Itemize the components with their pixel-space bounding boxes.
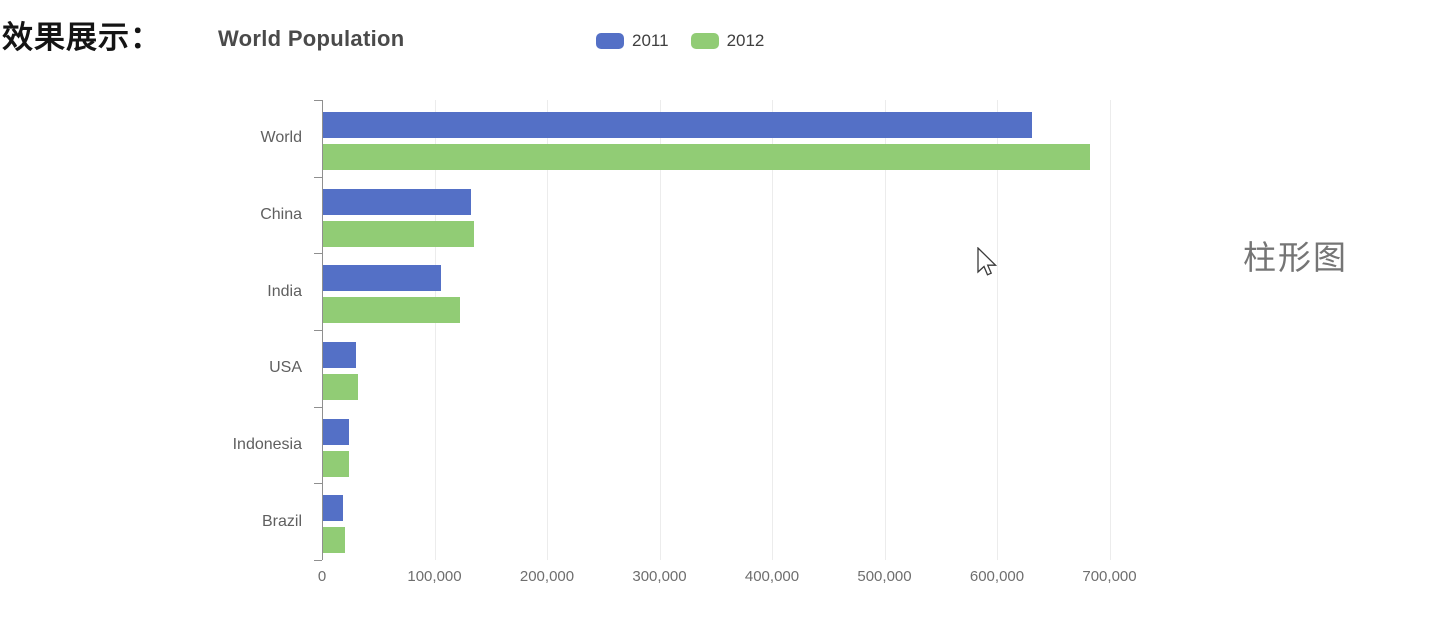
x-tick-label: 400,000 [744, 568, 800, 585]
x-axis-labels: 0 100,000 200,000 300,000 400,000 500,000 600,… [318, 568, 1182, 592]
y-axis-tick [314, 100, 322, 101]
gridline [1109, 100, 1111, 560]
x-tick-label: 600,000 [969, 568, 1025, 585]
x-tick-label: 300,000 [632, 568, 687, 585]
bar-2012-india[interactable] [323, 297, 460, 324]
x-tick-label: 200,000 [519, 568, 575, 585]
y-axis-tick [314, 406, 322, 408]
left-caption: 效果展示： [2, 20, 162, 55]
bar-2011-world[interactable] [323, 112, 1032, 138]
gridline [434, 100, 436, 560]
legend-swatch-icon [596, 33, 624, 49]
y-axis-tick [314, 330, 322, 331]
legend-item-2011[interactable]: 2011 [596, 31, 669, 51]
category-label-world: World [260, 129, 303, 147]
bar-2011-indonesia[interactable] [323, 418, 350, 445]
bar-2012-brazil[interactable] [323, 527, 345, 554]
category-label-india: India [267, 282, 302, 300]
bar-2012-usa[interactable] [323, 374, 358, 400]
legend-swatch-icon [690, 33, 719, 49]
bar-2012-indonesia[interactable] [323, 450, 350, 477]
category-label-brazil: Brazil [261, 512, 302, 530]
legend-label: 2012 [726, 31, 765, 50]
bar-2012-china[interactable] [323, 220, 474, 247]
gridline [547, 100, 548, 560]
plot-area [314, 100, 1130, 561]
category-label-china: China [260, 206, 302, 223]
legend-label: 2011 [632, 31, 669, 50]
x-tick-label: 100,000 [407, 568, 462, 585]
mouse-cursor [977, 247, 998, 276]
right-caption: 柱形图 [1243, 239, 1348, 276]
y-axis-tick [314, 560, 322, 561]
x-tick-label: 500,000 [857, 568, 912, 585]
gridline [884, 100, 886, 560]
chart-title: World Population [218, 26, 405, 51]
bar-2011-brazil[interactable] [323, 495, 344, 522]
x-tick-label: 700,000 [1082, 568, 1137, 585]
y-axis-tick [314, 176, 322, 178]
y-axis-labels: World China India USA Indonesia Brazil [0, 100, 312, 560]
gridline [659, 100, 661, 560]
category-label-usa: USA [269, 359, 302, 377]
y-axis-tick [314, 253, 322, 255]
y-axis-line [322, 100, 323, 560]
bar-2011-usa[interactable] [323, 342, 356, 368]
gridline [772, 100, 773, 560]
legend-item-2012[interactable]: 2012 [690, 31, 765, 51]
y-axis-tick [314, 483, 322, 485]
bar-2011-india[interactable] [323, 265, 442, 292]
x-tick-label: 0 [317, 568, 327, 585]
bar-2012-world[interactable] [323, 144, 1091, 170]
gridline [997, 100, 998, 560]
category-label-indonesia: Indonesia [232, 436, 302, 453]
bar-2011-china[interactable] [323, 188, 472, 215]
chart-legend: 2011 2012 [596, 31, 764, 51]
